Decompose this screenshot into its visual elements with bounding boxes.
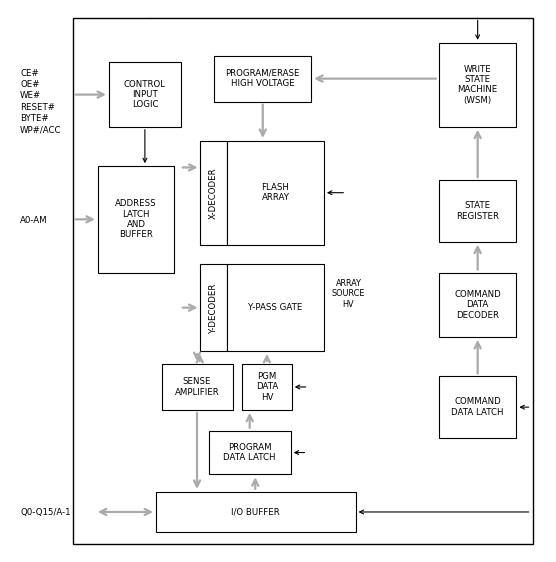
FancyBboxPatch shape xyxy=(242,364,292,410)
Text: CONTROL
INPUT
LOGIC: CONTROL INPUT LOGIC xyxy=(124,80,166,110)
Text: ADDRESS
LATCH
AND
BUFFER: ADDRESS LATCH AND BUFFER xyxy=(115,200,157,239)
FancyBboxPatch shape xyxy=(200,264,227,351)
Text: BYTE#: BYTE# xyxy=(20,114,49,123)
Text: PROGRAM/ERASE
HIGH VOLTAGE: PROGRAM/ERASE HIGH VOLTAGE xyxy=(226,69,300,88)
Text: OE#: OE# xyxy=(20,80,39,89)
Text: I/O BUFFER: I/O BUFFER xyxy=(231,507,280,516)
Text: Y-DECODER: Y-DECODER xyxy=(209,283,218,333)
Text: SENSE
AMPLIFIER: SENSE AMPLIFIER xyxy=(175,377,220,397)
Text: ARRAY
SOURCE
HV: ARRAY SOURCE HV xyxy=(332,279,365,309)
Text: WRITE
STATE
MACHINE
(WSM): WRITE STATE MACHINE (WSM) xyxy=(458,65,498,105)
Text: COMMAND
DATA LATCH: COMMAND DATA LATCH xyxy=(451,397,504,417)
FancyBboxPatch shape xyxy=(200,141,227,244)
FancyBboxPatch shape xyxy=(109,62,181,127)
Text: Q0-Q15/A-1: Q0-Q15/A-1 xyxy=(20,508,71,517)
Text: PROGRAM
DATA LATCH: PROGRAM DATA LATCH xyxy=(224,443,276,463)
FancyBboxPatch shape xyxy=(227,141,324,244)
FancyBboxPatch shape xyxy=(439,180,517,242)
Text: X-DECODER: X-DECODER xyxy=(209,167,218,219)
FancyBboxPatch shape xyxy=(227,264,324,351)
Text: WP#/ACC: WP#/ACC xyxy=(20,125,62,134)
Text: PGM
DATA
HV: PGM DATA HV xyxy=(256,372,278,402)
Text: FLASH
ARRAY: FLASH ARRAY xyxy=(261,183,290,202)
Text: CE#: CE# xyxy=(20,69,39,78)
Text: STATE
REGISTER: STATE REGISTER xyxy=(456,201,499,221)
Text: Y-PASS GATE: Y-PASS GATE xyxy=(249,303,302,312)
Text: A0-AM: A0-AM xyxy=(20,216,48,225)
Text: COMMAND
DATA
DECODER: COMMAND DATA DECODER xyxy=(454,290,501,320)
Text: RESET#: RESET# xyxy=(20,103,55,112)
FancyBboxPatch shape xyxy=(162,364,232,410)
FancyBboxPatch shape xyxy=(439,43,517,127)
FancyBboxPatch shape xyxy=(73,17,533,545)
FancyBboxPatch shape xyxy=(208,430,291,474)
FancyBboxPatch shape xyxy=(439,273,517,337)
FancyBboxPatch shape xyxy=(156,492,356,532)
FancyBboxPatch shape xyxy=(214,56,311,102)
FancyBboxPatch shape xyxy=(439,377,517,438)
Text: WE#: WE# xyxy=(20,92,41,101)
FancyBboxPatch shape xyxy=(98,166,174,273)
